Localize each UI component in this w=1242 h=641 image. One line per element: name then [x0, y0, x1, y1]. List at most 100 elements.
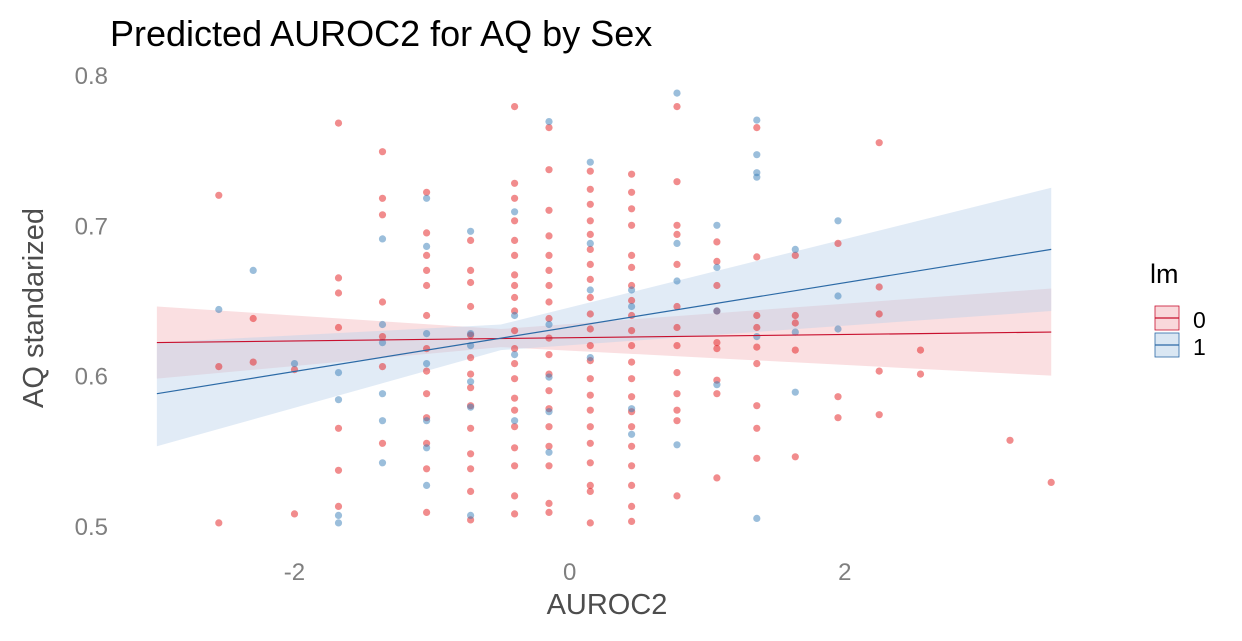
point-1-23: [467, 378, 475, 386]
point-0-52: [510, 236, 519, 244]
point-0-32: [423, 465, 431, 473]
x-tick-label: 2: [838, 559, 851, 586]
point-1-57: [791, 245, 799, 253]
point-1-59: [791, 388, 799, 396]
point-1-19: [423, 481, 431, 489]
point-0-25: [423, 281, 431, 290]
point-0-49: [510, 179, 519, 187]
point-0-61: [510, 375, 519, 383]
point-1-9: [378, 339, 387, 347]
point-0-161: [753, 454, 761, 462]
point-0-73: [545, 251, 553, 259]
point-1-40: [628, 302, 636, 311]
point-0-119: [628, 327, 636, 335]
point-1-33: [545, 408, 553, 416]
point-0-108: [586, 487, 594, 495]
point-0-101: [586, 375, 594, 383]
point-0-121: [628, 358, 636, 366]
point-0-74: [545, 266, 553, 274]
point-0-51: [510, 217, 519, 225]
point-0-152: [713, 474, 721, 482]
point-1-13: [423, 194, 431, 202]
point-0-142: [673, 417, 681, 425]
point-0-4: [249, 358, 257, 366]
point-0-168: [834, 393, 842, 401]
legend-entry-0: 0: [1154, 305, 1206, 333]
point-0-141: [673, 406, 681, 414]
point-0-56: [510, 293, 519, 302]
point-1-8: [378, 320, 387, 329]
point-0-103: [586, 406, 594, 414]
point-0-23: [423, 251, 431, 259]
point-0-26: [423, 311, 431, 320]
point-0-156: [753, 323, 761, 332]
point-0-109: [586, 519, 594, 527]
legend-label-0: 0: [1193, 307, 1206, 333]
point-0-126: [628, 442, 636, 450]
point-0-18: [378, 333, 387, 341]
point-1-0: [215, 305, 223, 314]
point-1-51: [753, 116, 761, 124]
point-0-71: [545, 206, 553, 214]
point-0-64: [510, 423, 519, 431]
point-0-70: [545, 166, 553, 174]
point-0-99: [586, 342, 594, 350]
point-1-14: [423, 242, 431, 250]
point-0-50: [510, 194, 519, 202]
point-0-111: [628, 188, 636, 196]
point-0-113: [628, 221, 636, 229]
point-0-14: [378, 148, 387, 156]
point-0-125: [628, 423, 636, 431]
point-0-174: [875, 411, 883, 419]
point-1-36: [586, 239, 594, 247]
point-0-84: [545, 442, 553, 450]
point-0-102: [586, 391, 594, 399]
point-0-7: [334, 119, 343, 127]
point-0-54: [510, 271, 519, 279]
point-0-160: [753, 424, 761, 432]
point-0-123: [628, 393, 636, 401]
point-0-43: [467, 424, 475, 432]
point-0-0: [215, 191, 223, 199]
point-0-10: [334, 323, 343, 332]
point-0-151: [713, 390, 721, 398]
point-0-114: [628, 251, 636, 259]
point-1-60: [834, 217, 842, 225]
point-1-43: [673, 89, 681, 97]
point-0-94: [586, 260, 594, 268]
point-0-58: [510, 327, 519, 335]
point-0-138: [673, 342, 681, 350]
point-0-173: [875, 367, 883, 375]
point-0-169: [834, 414, 842, 422]
point-0-145: [713, 257, 721, 265]
point-0-176: [916, 370, 925, 378]
legend-label-1: 1: [1193, 334, 1206, 360]
point-0-17: [378, 298, 387, 306]
point-0-62: [510, 394, 519, 402]
y-axis-ticks: 0.5 0.6 0.7 0.8: [75, 63, 108, 541]
point-1-34: [545, 448, 553, 456]
legend: lm 0 1: [1150, 259, 1206, 360]
point-0-127: [628, 462, 636, 470]
point-0-170: [875, 139, 883, 147]
point-1-50: [713, 381, 721, 389]
point-0-136: [673, 302, 681, 311]
point-1-28: [510, 351, 519, 359]
point-1-56: [753, 514, 761, 523]
point-0-36: [467, 278, 475, 287]
point-0-1: [215, 363, 223, 371]
point-0-106: [586, 459, 594, 467]
point-1-35: [586, 158, 594, 166]
point-0-130: [628, 517, 636, 526]
point-0-12: [334, 466, 343, 474]
point-0-16: [378, 211, 387, 219]
point-0-117: [628, 296, 636, 305]
point-1-37: [586, 286, 594, 294]
point-0-83: [545, 423, 553, 431]
point-1-10: [378, 390, 387, 398]
point-0-44: [467, 450, 475, 458]
point-1-30: [545, 118, 553, 126]
point-1-20: [467, 227, 475, 235]
point-0-172: [875, 310, 883, 318]
point-0-162: [791, 251, 799, 259]
